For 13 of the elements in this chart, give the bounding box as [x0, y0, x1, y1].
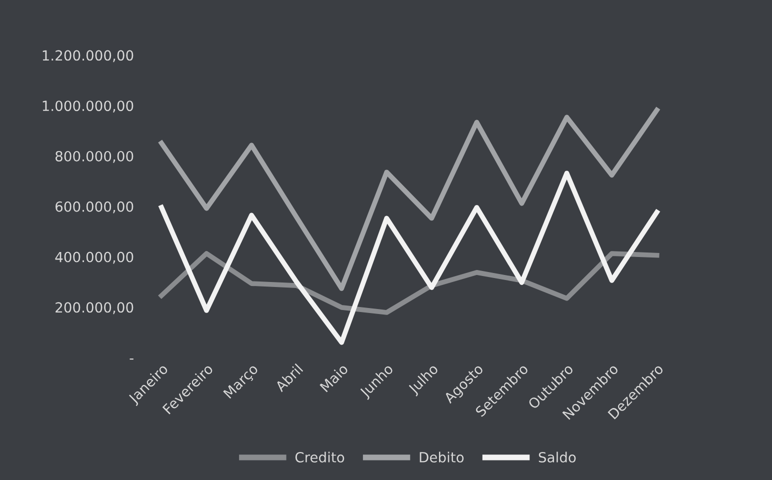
line-series	[159, 170, 660, 345]
legend-label: Saldo	[538, 452, 576, 462]
y-tick-label: 600.000,00	[56, 201, 134, 214]
y-tick-label: 400.000,00	[55, 252, 134, 264]
legend-label: Debito	[420, 452, 464, 462]
y-tick-label: -	[130, 358, 134, 360]
y-tick-label: 800.000,00	[56, 150, 134, 163]
line-series	[159, 251, 660, 315]
line-series	[159, 108, 660, 291]
y-tick-label: 1.200.000,00	[42, 50, 134, 62]
y-tick-label: 200.000,00	[56, 302, 134, 314]
legend-label: Credito	[295, 452, 344, 462]
y-tick-label: 1.000.000,00	[42, 100, 134, 112]
